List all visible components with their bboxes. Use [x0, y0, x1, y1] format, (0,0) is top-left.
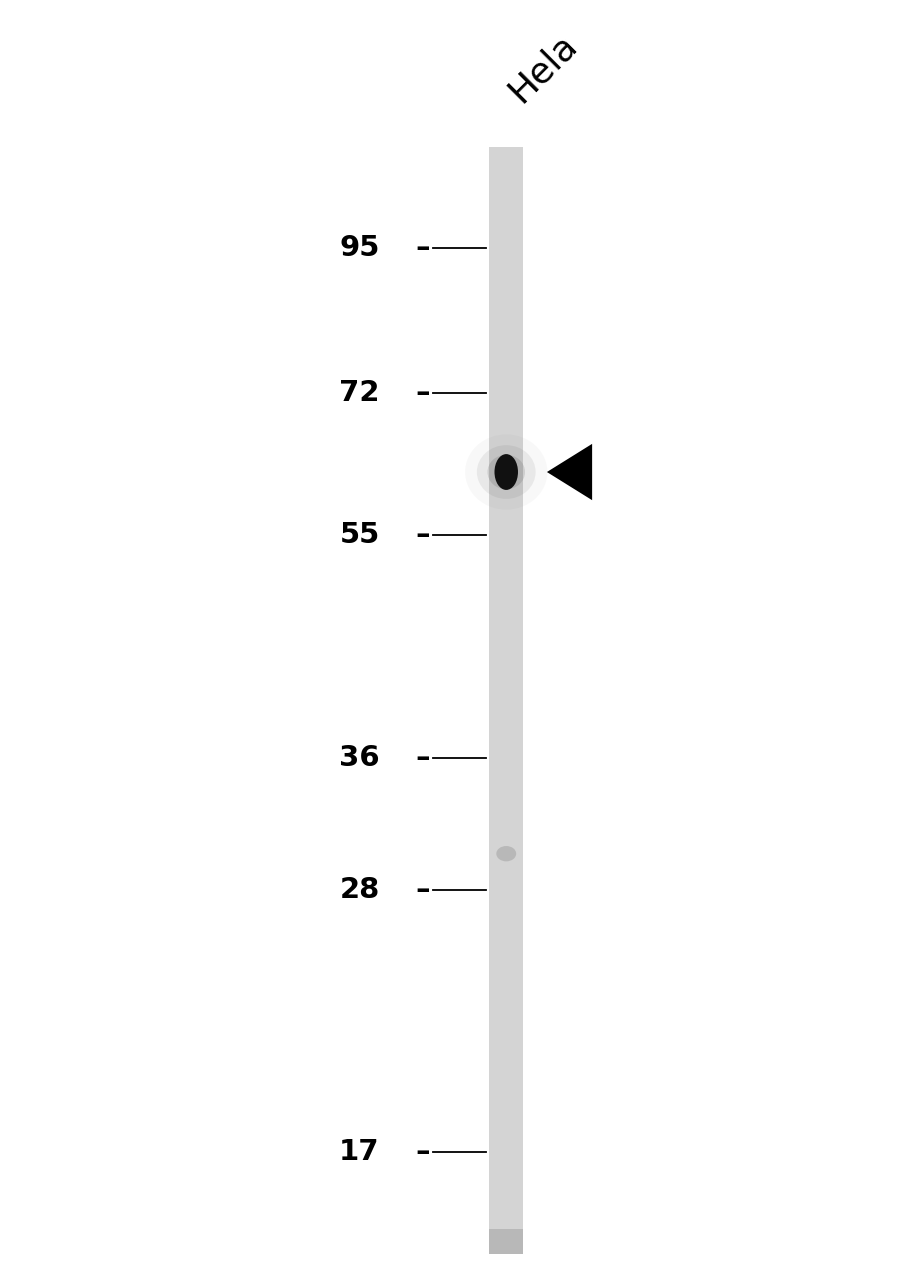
Text: –: – [415, 1138, 430, 1166]
Polygon shape [546, 444, 591, 500]
Text: 17: 17 [339, 1138, 379, 1166]
Text: –: – [415, 521, 430, 549]
Text: 28: 28 [339, 876, 379, 904]
Text: –: – [415, 234, 430, 261]
Text: 36: 36 [339, 744, 379, 772]
Text: 55: 55 [339, 521, 379, 549]
Text: –: – [415, 744, 430, 772]
Ellipse shape [487, 454, 525, 489]
Bar [489, 147, 523, 1254]
Text: 95: 95 [339, 234, 379, 261]
Text: Hela: Hela [501, 27, 582, 109]
Ellipse shape [494, 454, 517, 490]
Ellipse shape [477, 445, 535, 499]
Text: 72: 72 [339, 379, 379, 407]
Text: –: – [415, 379, 430, 407]
Bar [489, 1229, 523, 1254]
Ellipse shape [496, 846, 516, 861]
Text: –: – [415, 876, 430, 904]
